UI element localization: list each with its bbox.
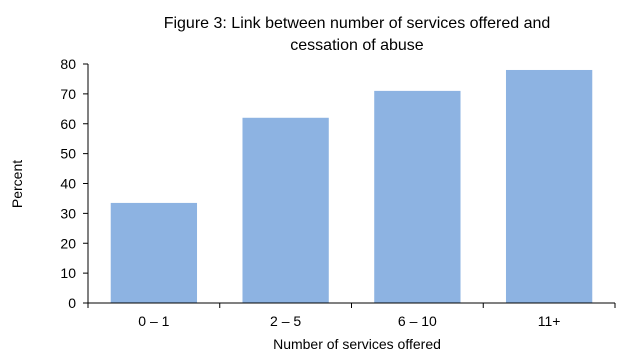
chart-title-line-2: cessation of abuse <box>290 37 424 54</box>
y-tick-label: 10 <box>60 265 76 281</box>
x-tick-label: 11+ <box>538 313 561 329</box>
y-tick-label: 70 <box>60 86 76 102</box>
y-tick-label: 60 <box>60 116 76 132</box>
x-tick-label: 2 – 5 <box>270 313 301 329</box>
y-tick-label: 40 <box>60 176 76 192</box>
y-tick-label: 50 <box>60 146 76 162</box>
x-axis-label: Number of services offered <box>273 336 441 352</box>
bar <box>374 90 461 303</box>
bars <box>110 69 593 304</box>
x-tick-label: 6 – 10 <box>398 313 437 329</box>
y-axis-label: Percent <box>9 160 25 208</box>
chart-title-line-1: Figure 3: Link between number of service… <box>164 15 551 32</box>
x-tick-label: 0 – 1 <box>138 313 169 329</box>
x-axis-ticks: 0 – 1 2 – 5 6 – 10 11+ <box>87 303 616 329</box>
y-tick-label: 30 <box>60 205 76 221</box>
bar <box>505 69 593 303</box>
bar <box>242 117 329 304</box>
y-tick-label: 20 <box>60 235 76 251</box>
y-tick-label: 0 <box>68 295 76 311</box>
y-tick-label: 80 <box>60 56 76 72</box>
bar <box>110 202 198 303</box>
y-axis-ticks: 0 10 20 30 40 50 60 70 80 <box>60 56 88 311</box>
